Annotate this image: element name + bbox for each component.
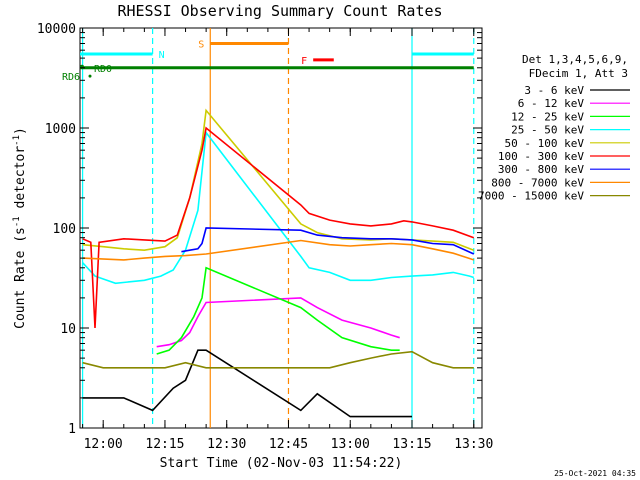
legend-entry-label: 800 - 7000 keV xyxy=(491,176,584,189)
y-tick-label: 1000 xyxy=(45,122,76,137)
series-lines xyxy=(82,108,475,418)
legend-entry-label: 3 - 6 keV xyxy=(524,84,584,97)
y-axis-label: Count Rate (s-1 detector-1) xyxy=(12,127,28,329)
flag-dot xyxy=(88,74,92,78)
x-tick-label: 12:30 xyxy=(207,437,246,452)
chart-title: RHESSI Observing Summary Count Rates xyxy=(117,2,442,20)
flag-label: S xyxy=(198,39,204,50)
flag-label: RD0 xyxy=(94,64,112,75)
x-axis-label: Start Time (02-Nov-03 11:54:22) xyxy=(160,456,403,471)
y-axis-label-part3: ) xyxy=(13,127,28,135)
series-line xyxy=(82,349,412,418)
series-line xyxy=(82,126,475,329)
flag-bars: N S F RD0 RD6 xyxy=(62,39,474,83)
x-tick-label: 12:15 xyxy=(145,437,184,452)
series-line xyxy=(82,239,475,261)
flag-label: N xyxy=(159,50,165,61)
y-axis-label-part2: detector xyxy=(13,146,28,217)
y-tick-label: 10 xyxy=(60,322,76,337)
legend-entry-label: 25 - 50 keV xyxy=(511,124,584,137)
legend: Det 1,3,4,5,6,9, FDecim 1, Att 3 3 - 6 k… xyxy=(478,53,630,203)
series-line xyxy=(156,266,400,355)
legend-header-line1: Det 1,3,4,5,6,9, xyxy=(522,53,628,66)
y-axis-label-sup1: -1 xyxy=(12,216,22,227)
legend-entry-label: 6 - 12 keV xyxy=(518,97,585,110)
series-line xyxy=(82,350,474,369)
series-line xyxy=(82,130,475,285)
legend-header-line2: FDecim 1, Att 3 xyxy=(529,67,628,80)
y-axis-label-part1: Count Rate (s xyxy=(13,227,28,329)
timestamp: 25-Oct-2021 04:35 xyxy=(554,469,636,478)
x-tick-label: 12:00 xyxy=(84,437,123,452)
legend-entry-label: 100 - 300 keV xyxy=(498,150,584,163)
legend-entry-label: 7000 - 15000 keV xyxy=(478,190,584,203)
y-axis-label-sup2: -1 xyxy=(12,135,22,146)
series-line xyxy=(156,297,400,348)
flag-label: RD6 xyxy=(62,72,80,83)
legend-entry-label: 12 - 25 keV xyxy=(511,110,584,123)
x-tick-label: 12:45 xyxy=(269,437,308,452)
x-axis: 12:00 12:15 12:30 12:45 13:00 13:15 13:30 xyxy=(82,28,493,452)
x-tick-label: 13:30 xyxy=(454,437,493,452)
y-tick-label: 100 xyxy=(53,222,76,237)
legend-entry-label: 300 - 800 keV xyxy=(498,163,584,176)
y-axis: 1 10 100 1000 10000 xyxy=(37,22,482,437)
flag-label: F xyxy=(301,56,307,67)
series-line xyxy=(181,227,475,255)
x-tick-label: 13:15 xyxy=(392,437,431,452)
y-tick-label: 10000 xyxy=(37,22,76,37)
y-tick-label: 1 xyxy=(68,422,76,437)
legend-entry-label: 50 - 100 keV xyxy=(505,137,585,150)
x-tick-label: 13:00 xyxy=(331,437,370,452)
